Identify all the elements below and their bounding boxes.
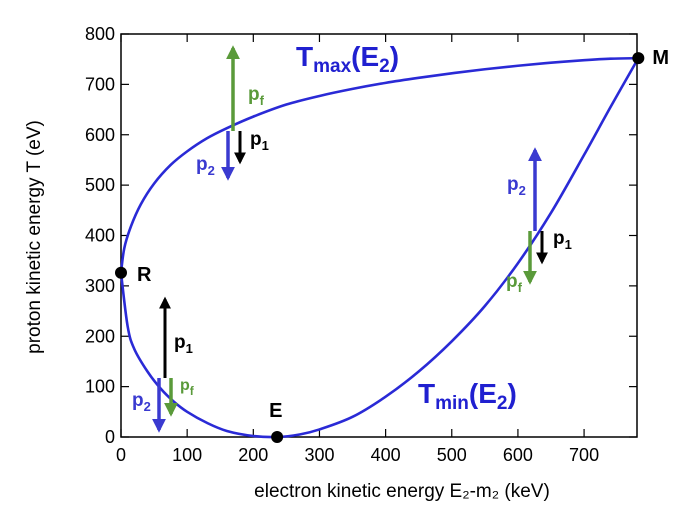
y-tick-label: 800 — [85, 24, 115, 44]
tmax-argsub: 2 — [379, 56, 390, 77]
endpoint-markers: R E M — [115, 47, 669, 443]
point-r-label: R — [137, 264, 152, 286]
point-m-label: M — [652, 47, 669, 69]
x-tick-label: 600 — [503, 445, 533, 465]
tmin-arg: E — [478, 378, 497, 409]
p1-label-lower: p1 — [174, 332, 193, 356]
tmax-base: T — [296, 41, 313, 72]
y-tick-label: 0 — [105, 427, 115, 447]
p2-label-lower: p2 — [132, 390, 151, 414]
y-tick-label: 600 — [85, 125, 115, 145]
series-tmax-curve — [119, 56, 639, 273]
tmax-curve-label: Tmax(E2) — [296, 41, 399, 77]
p2-label-upper: p2 — [196, 154, 215, 178]
x-axis-label: electron kinetic energy E₂-m₂ (keV) — [254, 481, 550, 502]
y-axis-ticks: 0 100 200 300 400 500 600 700 800 — [85, 24, 637, 447]
point-e-label: E — [269, 400, 282, 422]
x-tick-label: 700 — [569, 445, 599, 465]
tmin-argsub: 2 — [497, 393, 508, 414]
point-m-marker — [632, 52, 645, 65]
y-tick-label: 100 — [85, 377, 115, 397]
tmax-sub: max — [313, 56, 351, 77]
y-tick-label: 700 — [85, 74, 115, 94]
tmax-arg: E — [360, 41, 379, 72]
x-tick-label: 200 — [238, 445, 268, 465]
p1-label-upper: p1 — [250, 129, 269, 153]
y-axis-label: proton kinetic energy T (eV) — [24, 120, 45, 354]
x-tick-label: 500 — [437, 445, 467, 465]
p1-label-right: p1 — [553, 228, 572, 252]
point-r-marker — [115, 266, 127, 279]
point-e-marker — [271, 431, 284, 443]
x-tick-label: 300 — [304, 445, 334, 465]
y-tick-label: 200 — [85, 326, 115, 346]
tmin-base: T — [418, 378, 435, 409]
y-tick-label: 500 — [85, 175, 115, 195]
pf-label-upper: pf — [248, 84, 265, 108]
y-tick-label: 400 — [85, 226, 115, 246]
pf-label-lower: pf — [180, 377, 195, 398]
x-tick-label: 400 — [371, 445, 401, 465]
y-tick-label: 300 — [85, 276, 115, 296]
x-axis-ticks: 0 100 200 300 400 500 600 700 — [116, 34, 599, 465]
tmin-curve-label: Tmin(E2) — [418, 378, 517, 414]
tmin-sub: min — [435, 393, 469, 414]
pf-label-right: pf — [506, 271, 523, 295]
x-tick-label: 100 — [172, 445, 202, 465]
x-tick-label: 0 — [116, 445, 126, 465]
p2-label-right: p2 — [507, 174, 526, 198]
